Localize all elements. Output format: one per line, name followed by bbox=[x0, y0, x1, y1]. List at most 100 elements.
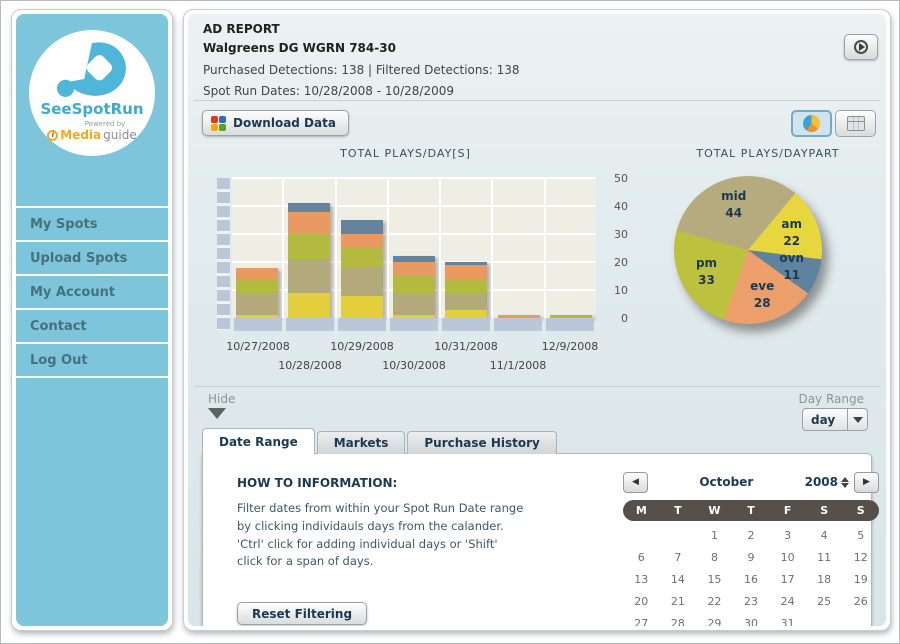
filter-tabs: Date Range Markets Purchase History bbox=[202, 428, 557, 454]
table-view-toggle[interactable] bbox=[835, 110, 876, 137]
calendar-day-9[interactable]: 9 bbox=[747, 551, 755, 564]
calendar-week-row: 13 14 15 16 17 18 19 bbox=[623, 569, 879, 591]
calendar-day-28[interactable]: 28 bbox=[670, 617, 685, 626]
sidebar-background: SeeSpotRun Powered by i Media guide My Sp… bbox=[16, 14, 168, 626]
main-content: AD REPORT Walgreens DG WGRN 784-30 Purch… bbox=[188, 14, 886, 626]
stacked-bar-10/27/2008 bbox=[236, 267, 279, 318]
calendar-dow-label: S bbox=[820, 504, 829, 517]
calendar-day-empty bbox=[660, 525, 697, 547]
tab-purchase-history[interactable]: Purchase History bbox=[407, 431, 557, 454]
calendar-week-row: 27 28 29 30 31 bbox=[623, 613, 879, 626]
sidebar-item-my-account[interactable]: My Account bbox=[16, 276, 168, 310]
calendar-day-24[interactable]: 24 bbox=[780, 595, 795, 608]
pie-slice-label-ovn: ovn 11 bbox=[779, 251, 805, 283]
bar-segment-pm bbox=[392, 276, 435, 293]
bar-segment-pm bbox=[549, 315, 592, 318]
play-icon bbox=[854, 40, 868, 54]
pie-graphic bbox=[674, 176, 822, 324]
x-tick-label: 11/1/2008 bbox=[489, 359, 547, 372]
calendar-day-4[interactable]: 4 bbox=[820, 529, 828, 542]
calendar-day-11[interactable]: 11 bbox=[817, 551, 832, 564]
sidebar-item-contact[interactable]: Contact bbox=[16, 310, 168, 344]
chart-view-toggle[interactable] bbox=[791, 110, 832, 137]
calendar-day-17[interactable]: 17 bbox=[780, 573, 795, 586]
bar-segment-mid bbox=[236, 292, 279, 316]
stacked-bar-10/29/2008 bbox=[340, 220, 383, 318]
calendar-day-20[interactable]: 20 bbox=[634, 595, 649, 608]
sidebar: SeeSpotRun Powered by i Media guide My Sp… bbox=[11, 9, 173, 631]
spinner-up-icon bbox=[841, 476, 849, 482]
bar-plot-area bbox=[232, 177, 596, 318]
calendar-next-button[interactable]: ▶ bbox=[854, 471, 879, 493]
calendar-day-7[interactable]: 7 bbox=[674, 551, 682, 564]
calendar-day-6[interactable]: 6 bbox=[637, 551, 645, 564]
calendar-dow-label: T bbox=[674, 504, 682, 517]
calendar-day-25[interactable]: 25 bbox=[817, 595, 832, 608]
day-range-label: Day Range bbox=[798, 392, 864, 406]
calendar-day-14[interactable]: 14 bbox=[670, 573, 685, 586]
sidebar-item-upload-spots[interactable]: Upload Spots bbox=[16, 242, 168, 276]
stacked-bar-10/30/2008 bbox=[392, 256, 435, 318]
play-button[interactable] bbox=[844, 34, 878, 60]
bar-segment-ovn bbox=[392, 256, 435, 263]
calendar-day-30[interactable]: 30 bbox=[744, 617, 759, 626]
mediaguide-guide-text: guide bbox=[103, 128, 137, 142]
calendar-day-23[interactable]: 23 bbox=[744, 595, 759, 608]
download-data-button[interactable]: Download Data bbox=[202, 110, 349, 136]
calendar-day-2[interactable]: 2 bbox=[747, 529, 755, 542]
hide-collapse-arrow-icon[interactable] bbox=[208, 408, 226, 419]
charts-divider bbox=[194, 386, 880, 387]
excel-icon bbox=[211, 115, 226, 131]
bar-segment-pm bbox=[340, 248, 383, 268]
calendar-day-22[interactable]: 22 bbox=[707, 595, 722, 608]
tab-date-range[interactable]: Date Range bbox=[202, 428, 315, 454]
howto-line: Filter dates from within your Spot Run D… bbox=[237, 501, 524, 515]
bar-segment-eve bbox=[392, 262, 435, 277]
sidebar-item-my-spots[interactable]: My Spots bbox=[16, 208, 168, 242]
pie-slice-label-pm: pm 33 bbox=[695, 256, 718, 288]
sidebar-item-log-out[interactable]: Log Out bbox=[16, 344, 168, 378]
calendar-day-21[interactable]: 21 bbox=[670, 595, 685, 608]
calendar-day-3[interactable]: 3 bbox=[784, 529, 792, 542]
bar-slot bbox=[282, 178, 334, 318]
calendar-day-15[interactable]: 15 bbox=[707, 573, 722, 586]
calendar-day-31[interactable]: 31 bbox=[780, 617, 795, 626]
calendar-day-29[interactable]: 29 bbox=[707, 617, 722, 626]
calendar-year-spinner[interactable] bbox=[841, 476, 849, 488]
calendar-day-18[interactable]: 18 bbox=[817, 573, 832, 586]
calendar-day-13[interactable]: 13 bbox=[634, 573, 649, 586]
bar-segment-am bbox=[236, 315, 279, 318]
stacked-bar-10/28/2008 bbox=[288, 203, 331, 318]
bar-slot bbox=[334, 178, 387, 318]
calendar-day-1[interactable]: 1 bbox=[710, 529, 718, 542]
calendar-day-26[interactable]: 26 bbox=[853, 595, 868, 608]
x-tick-label: 10/30/2008 bbox=[382, 359, 446, 372]
x-tick-label: 10/29/2008 bbox=[330, 340, 394, 353]
calendar-year-label: 2008 bbox=[804, 475, 838, 489]
pie-chart-icon bbox=[803, 115, 820, 132]
calendar-day-10[interactable]: 10 bbox=[780, 551, 795, 564]
reset-filtering-button[interactable]: Reset Filtering bbox=[237, 602, 368, 625]
y-tick-label: 20 bbox=[614, 256, 628, 269]
calendar-day-12[interactable]: 12 bbox=[853, 551, 868, 564]
tab-markets[interactable]: Markets bbox=[316, 431, 406, 454]
dropdown-arrow-icon bbox=[847, 409, 867, 430]
calendar-day-27[interactable]: 27 bbox=[634, 617, 649, 626]
bar-segment-am bbox=[445, 309, 488, 318]
day-range-value: day bbox=[811, 412, 836, 427]
calendar-prev-button[interactable]: ◀ bbox=[623, 471, 648, 493]
calendar-day-16[interactable]: 16 bbox=[744, 573, 759, 586]
stacked-bar-12/9/2008 bbox=[549, 315, 592, 318]
bar-slot bbox=[232, 178, 282, 318]
x-tick-label: 10/28/2008 bbox=[278, 359, 342, 372]
bar-chart: 0 10 20 30 40 50 10/27/2008 10/28/2008 10/29/20… bbox=[188, 172, 628, 378]
calendar-day-8[interactable]: 8 bbox=[710, 551, 718, 564]
spot-logo-icon bbox=[56, 42, 126, 97]
powered-by-label: Powered by bbox=[84, 120, 126, 128]
day-range-dropdown[interactable]: day bbox=[802, 408, 868, 431]
calendar-day-19[interactable]: 19 bbox=[853, 573, 868, 586]
calendar-week-row: 6 7 8 9 10 11 12 bbox=[623, 547, 879, 569]
calendar-day-5[interactable]: 5 bbox=[857, 529, 865, 542]
bar-segment-eve bbox=[497, 315, 540, 318]
